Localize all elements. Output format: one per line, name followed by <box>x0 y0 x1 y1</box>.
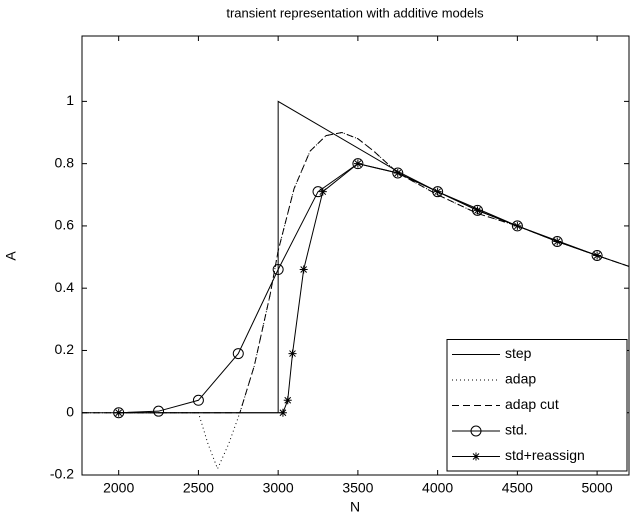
plot-area <box>82 100 629 471</box>
axes-box <box>81 35 630 476</box>
marker <box>153 405 165 417</box>
y-tick-label: 0.2 <box>55 341 75 357</box>
y-tick-label: 0.8 <box>55 154 75 170</box>
marker <box>318 187 327 196</box>
marker <box>278 408 287 417</box>
x-tick-label: 2500 <box>183 480 214 496</box>
x-tick-label: 4500 <box>502 480 533 496</box>
marker <box>352 158 364 170</box>
chart-title: transient representation with additive m… <box>226 5 484 20</box>
x-tick-label: 2000 <box>103 480 134 496</box>
x-tick-label: 3000 <box>263 480 294 496</box>
marker <box>471 204 483 216</box>
marker <box>192 394 204 406</box>
legend-label: std. <box>505 422 528 438</box>
y-tick-label: 1 <box>66 92 74 108</box>
marker <box>593 251 602 260</box>
marker <box>433 187 442 196</box>
x-axis-label: N <box>350 499 360 515</box>
y-tick-label: 0.6 <box>55 217 75 233</box>
x-tick-label: 5000 <box>582 480 613 496</box>
y-tick-label: 0 <box>66 403 74 419</box>
legend-marker <box>470 425 482 437</box>
marker <box>432 186 444 198</box>
marker <box>553 237 562 246</box>
marker <box>393 168 402 177</box>
marker <box>551 235 563 247</box>
x-tick-label: 4000 <box>422 480 453 496</box>
marker <box>232 348 244 360</box>
marker <box>299 265 308 274</box>
marker <box>473 206 482 215</box>
marker <box>353 159 362 168</box>
marker <box>392 167 404 179</box>
marker <box>511 220 523 232</box>
marker <box>283 396 292 405</box>
y-axis-label: A <box>3 251 19 261</box>
legend-label: adap <box>505 371 536 387</box>
marker <box>288 349 297 358</box>
legend-label: adap cut <box>505 396 559 412</box>
legend-label: step <box>505 345 532 361</box>
x-tick-label: 3500 <box>342 480 373 496</box>
marker <box>272 264 284 276</box>
y-tick-label: -0.2 <box>50 466 74 482</box>
legend-marker <box>472 452 480 461</box>
marker <box>513 221 522 230</box>
marker <box>114 408 123 417</box>
legend-label: std+reassign <box>505 447 585 463</box>
y-tick-label: 0.4 <box>55 279 75 295</box>
marker <box>591 250 603 261</box>
